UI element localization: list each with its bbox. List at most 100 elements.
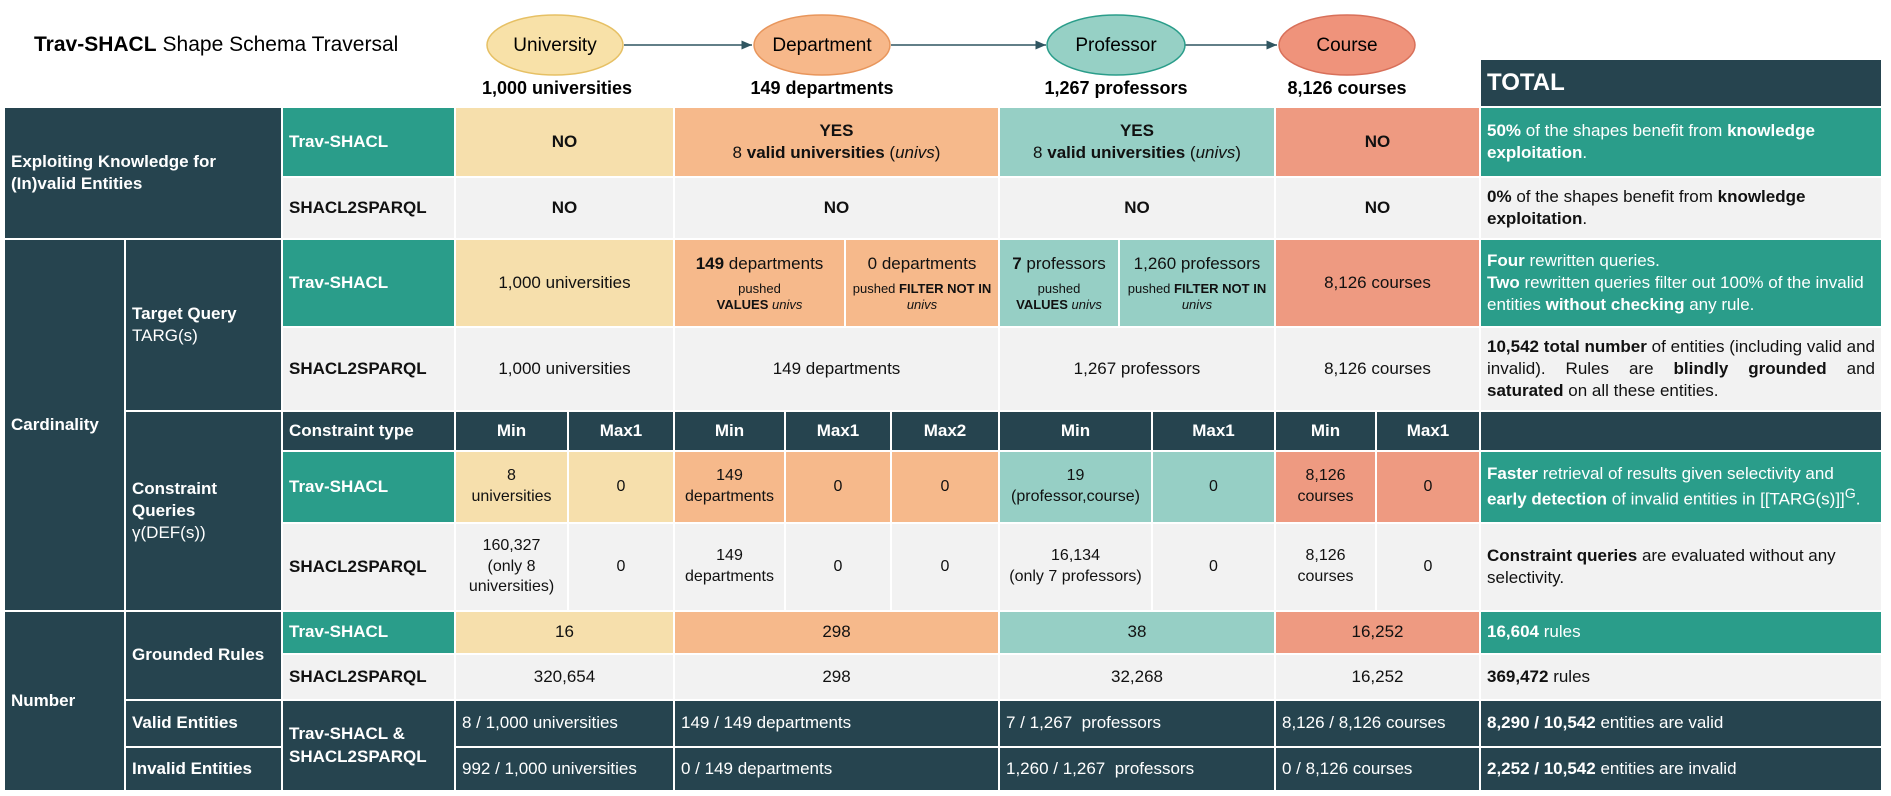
cell: 149 / 149 departments xyxy=(675,701,998,746)
cell: NO xyxy=(1276,178,1479,238)
layout: pushed VALUES univs xyxy=(696,281,824,314)
text-run: rewritten queries filter out 100% of the… xyxy=(1487,272,1869,315)
cell: 16 xyxy=(456,612,673,653)
cell: 8 / 1,000 universities xyxy=(456,701,673,746)
total-cell: 8,290 / 10,542 entities are valid xyxy=(1481,701,1881,746)
text-run: (only 8 universities) xyxy=(468,557,555,596)
cell: 16,134 (only 7 professors) xyxy=(1000,524,1151,610)
text-run: courses xyxy=(1297,568,1354,585)
text-run: YES xyxy=(819,120,854,140)
column-header: Max1 xyxy=(1153,412,1274,450)
layout: 8 universities xyxy=(471,466,551,508)
cell: 0 xyxy=(786,452,890,522)
cell: NO xyxy=(1276,108,1479,176)
column-header: Max1 xyxy=(569,412,673,450)
cell: NO xyxy=(456,108,673,176)
text-run: retrieval of results given selectivity a… xyxy=(1542,464,1834,484)
cell: 0 xyxy=(1153,524,1274,610)
text-run: rewritten queries. xyxy=(1529,250,1660,270)
text-run: 149 xyxy=(695,253,725,273)
text-run: of entities (including valid and invalid… xyxy=(1487,336,1880,378)
text-run: entities are invalid xyxy=(1600,758,1737,778)
section-label: Cardinality xyxy=(5,240,124,610)
text-run: professors xyxy=(1026,253,1106,273)
text-run: and xyxy=(1846,358,1875,378)
cell: 0 xyxy=(786,524,890,610)
text-run: on all these entities. xyxy=(1568,381,1719,401)
text-run: early detection xyxy=(1487,489,1607,509)
cell: 7 professors pushed VALUES univs xyxy=(1000,240,1118,326)
layout: Four rewritten queries. Two rewritten que… xyxy=(1487,250,1875,316)
cell: 0 xyxy=(1377,524,1479,610)
text-run: departments xyxy=(685,488,774,505)
cell: 298 xyxy=(675,655,998,699)
text-run: univs xyxy=(1195,143,1236,162)
node-label: Department xyxy=(772,35,872,56)
text-run: 8 xyxy=(732,143,742,162)
cell: 8,126 courses xyxy=(1276,452,1375,522)
layout: 8,126 courses xyxy=(1297,466,1353,508)
node-label: University xyxy=(513,35,597,56)
text-run: 8,126 xyxy=(1305,547,1346,565)
cell: 0 xyxy=(569,452,673,522)
node-shape xyxy=(1046,14,1186,76)
method-label: Trav-SHACL xyxy=(283,108,454,176)
layout: 19 (professor,course) xyxy=(1011,466,1140,508)
text-run: ) xyxy=(1235,143,1241,162)
subsection-label: Invalid Entities xyxy=(126,748,281,790)
layout: 2,252 / 10,542 entities are invalid xyxy=(1487,758,1737,780)
text-run: pushed xyxy=(738,280,781,296)
text-run: univs xyxy=(1071,297,1102,313)
text-run: FILTER NOT IN xyxy=(1174,280,1267,296)
total-cell: 2,252 / 10,542 entities are invalid xyxy=(1481,748,1881,790)
text-run: 10,542 total number xyxy=(1487,336,1647,356)
method-label: SHACL2SPARQL xyxy=(283,655,454,699)
cell: 16,252 xyxy=(1276,655,1479,699)
text-run: VALUES xyxy=(1016,297,1068,313)
text-run: 0% xyxy=(1487,186,1512,206)
text-run: 149 xyxy=(716,467,743,485)
total-cell: 16,604 rules xyxy=(1481,612,1881,653)
column-header: Max1 xyxy=(1377,412,1479,450)
total-cell: 50% of the shapes benefit from knowledge… xyxy=(1481,108,1881,176)
method-label: Trav-SHACL xyxy=(283,240,454,326)
text-run: (only 7 professors) xyxy=(1009,568,1142,585)
node-count: 8,126 courses xyxy=(1287,78,1406,98)
layout: 149 departments pushed VALUES univs xyxy=(696,253,824,314)
column-header: Min xyxy=(1000,412,1151,450)
total-cell: Faster retrieval of results given select… xyxy=(1481,452,1881,522)
text-run: valid universities xyxy=(746,143,885,162)
total-header: TOTAL xyxy=(1481,60,1881,106)
text-run: univs xyxy=(906,297,938,313)
text-run: of the shapes benefit from xyxy=(1525,120,1723,140)
text-run: 50% xyxy=(1487,120,1522,140)
layout: Target Query TARG(s) xyxy=(132,303,237,347)
cell: 1,267 professors xyxy=(1000,328,1274,410)
text-run: 2,252 / 10,542 xyxy=(1487,758,1596,778)
column-header: Max2 xyxy=(892,412,998,450)
cell: 7 / 1,267 professors xyxy=(1000,701,1274,746)
text-run: Constraint Queries xyxy=(132,478,222,520)
text-run: ) xyxy=(934,143,941,162)
column-header: Min xyxy=(675,412,784,450)
layout: pushed FILTER NOT IN univs xyxy=(1126,281,1268,314)
cell: 1,260 / 1,267 professors xyxy=(1000,748,1274,790)
cell: 8,126 courses xyxy=(1276,328,1479,410)
cell: 38 xyxy=(1000,612,1274,653)
cell: 149 departments xyxy=(675,524,784,610)
layout: 8,290 / 10,542 entities are valid xyxy=(1487,712,1723,734)
subsection-label: Valid Entities xyxy=(126,701,281,746)
text-run: 149 xyxy=(716,547,743,565)
text-run: ( xyxy=(889,143,896,162)
method-label: SHACL2SPARQL xyxy=(283,178,454,238)
text-run: of the shapes benefit from xyxy=(1516,186,1713,206)
subsection-label: Constraint Queries γ(DEF(s)) xyxy=(126,412,281,610)
cell: 0 departments pushed FILTER NOT IN univs xyxy=(846,240,998,326)
text-run: are evaluated without any selectivity. xyxy=(1487,545,1841,587)
cell: 8,126 courses xyxy=(1276,240,1479,326)
text-run: Target Query xyxy=(132,303,237,323)
layout: 149 departments xyxy=(685,466,774,508)
node-shape xyxy=(753,14,891,76)
layout: 160,327 (only 8 universities) xyxy=(462,536,561,598)
